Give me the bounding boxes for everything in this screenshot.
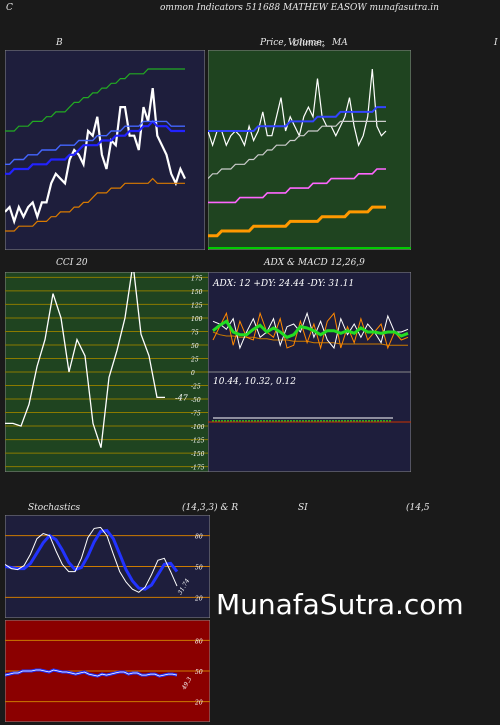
stoch-k-line xyxy=(5,526,178,593)
watermark: MunafaSutra.com xyxy=(216,588,464,621)
far-right-label: I xyxy=(494,38,498,48)
macd-readout: 10.44, 10.32, 0.12 xyxy=(213,377,296,387)
ma-orange-line xyxy=(208,205,386,238)
price-title-overlap1: Volume, xyxy=(288,38,325,48)
macd-panel: 10.44, 10.32, 0.12 xyxy=(208,372,411,472)
ma-blue-line xyxy=(208,106,386,132)
page-title: ommon Indicators 511688 MATHEW EASOW mun… xyxy=(160,3,439,13)
header-left-char: C xyxy=(6,3,13,13)
cci-tick-label: -150 xyxy=(191,451,205,458)
ma-pink-line xyxy=(208,168,386,204)
cci-tick-label: 25 xyxy=(190,356,199,363)
rsi-tick-label: 20 xyxy=(194,700,203,707)
cci-tick-label: 75 xyxy=(191,329,199,336)
bb-upper-line xyxy=(5,68,185,132)
price-title-left: Price, xyxy=(260,38,287,48)
adx-green-line xyxy=(212,319,409,340)
rsi-title: SI xyxy=(298,503,308,513)
stoch-d-line xyxy=(5,528,179,591)
adx-macd-title: ADX & MACD 12,26,9 xyxy=(264,258,365,268)
stoch-tick-label: 20 xyxy=(194,595,203,602)
cci-tick-label: 125 xyxy=(191,302,203,309)
price-title-right: MA xyxy=(332,38,348,48)
cci-tick-label: -175 xyxy=(191,465,205,472)
cci-tick-label: -50 xyxy=(191,397,201,404)
bb-mid2-line xyxy=(5,120,185,166)
price-line xyxy=(208,68,387,148)
stoch-tick-label: 50 xyxy=(195,565,203,572)
bollinger-title: B xyxy=(56,38,63,48)
cci-last-value: -47 xyxy=(175,393,189,402)
price-ma-panel xyxy=(208,50,411,250)
bb-lower-line xyxy=(5,177,185,232)
cci-tick-label: 50 xyxy=(191,343,199,350)
cci-tick-label: -75 xyxy=(191,411,201,418)
cci-tick-label: 100 xyxy=(191,316,203,323)
cci-tick-label: 150 xyxy=(191,289,203,296)
stoch-tick-label: 80 xyxy=(195,534,203,541)
rsi-line xyxy=(5,669,178,677)
cci-line xyxy=(5,272,165,448)
bb-price-line xyxy=(5,87,186,225)
rsi-tick-label: 50 xyxy=(195,669,203,676)
rsi-tick-label: 80 xyxy=(195,638,203,645)
adx-panel: ADX: 12 +DY: 24.44 -DY: 31.11 xyxy=(208,272,411,372)
adx-readout: ADX: 12 +DY: 24.44 -DY: 31.11 xyxy=(212,279,354,289)
adx-line xyxy=(212,331,408,346)
cci-tick-label: -25 xyxy=(191,384,201,391)
stoch-params: (14,3,3) & R xyxy=(182,503,239,513)
bollinger-panel xyxy=(5,50,205,250)
bb-mid-line xyxy=(5,119,185,175)
ma-white-line xyxy=(208,120,386,180)
stoch-title: Stochastics xyxy=(28,503,81,513)
cci-tick-label: 175 xyxy=(191,275,203,282)
cci-title: CCI 20 xyxy=(56,258,88,268)
rsi-params: (14,5 xyxy=(406,503,430,513)
price-title-overlap2: Ulimer, xyxy=(292,39,326,49)
cci-tick-label: -100 xyxy=(191,424,205,431)
cci-panel: 175 150 125 100 75 50 25 0 -25 -50 -75 -100 -125 -150… xyxy=(5,272,210,472)
cci-tick-label: 0 xyxy=(191,370,195,377)
cci-tick-label: -125 xyxy=(191,438,205,445)
